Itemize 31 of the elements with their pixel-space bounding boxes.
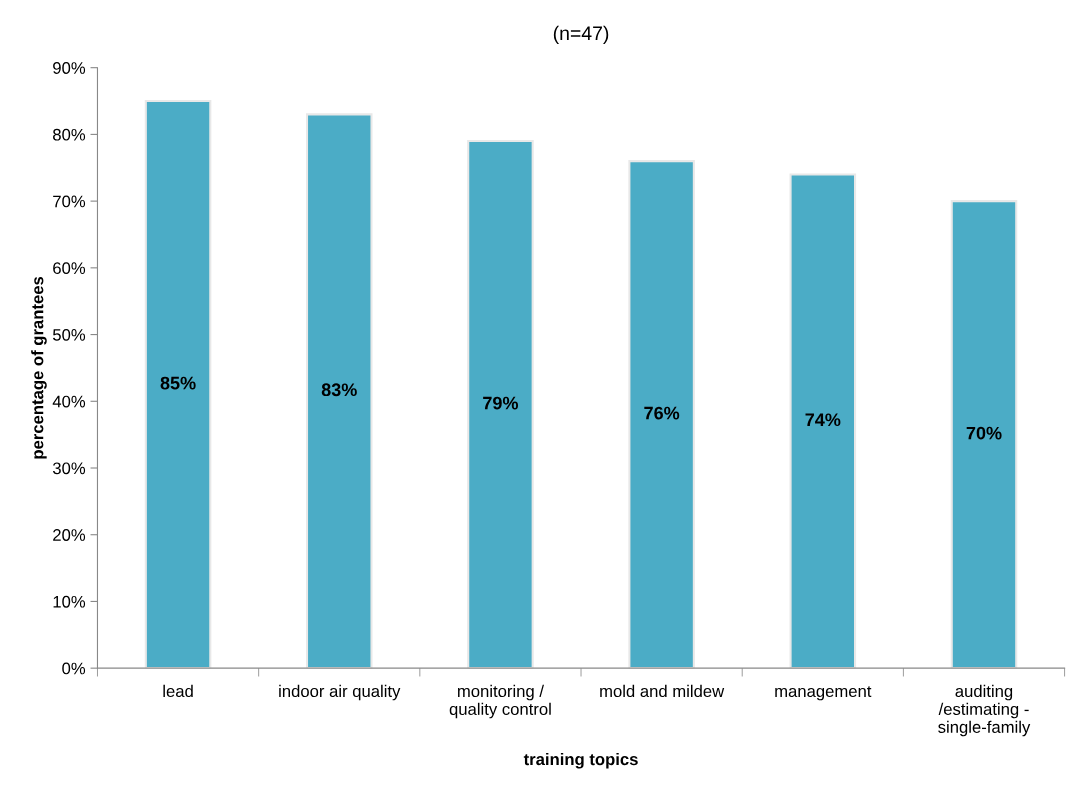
data-label: 76% [644, 406, 680, 420]
y-tick-label: 70% [53, 195, 86, 208]
x-axis-title: training topics [523, 752, 638, 769]
data-label: 70% [966, 426, 1002, 440]
y-tick-label: 0% [62, 662, 86, 675]
x-tick-label: auditing /estimating - single-family [938, 684, 1031, 737]
y-tick-label: 80% [53, 128, 86, 141]
y-tick-label: 50% [52, 328, 86, 341]
y-axis-title: percentage of grantees [31, 276, 47, 459]
x-tick-label: monitoring / quality control [449, 684, 551, 719]
bar [144, 100, 212, 669]
y-tick-label: 40% [52, 395, 86, 408]
bar [305, 113, 373, 669]
y-tick-label: 90% [53, 62, 86, 74]
chart-title: (n=47) [553, 25, 609, 44]
bar [628, 160, 695, 669]
y-tick-label: 60% [53, 262, 86, 275]
data-label: 74% [805, 413, 841, 427]
x-tick-label: mold and mildew [600, 684, 725, 698]
y-tick-label: 10% [53, 595, 86, 608]
x-tick-label: indoor air quality [279, 684, 401, 701]
data-label: 83% [321, 383, 357, 397]
bar [789, 173, 857, 669]
data-label: 79% [483, 396, 519, 410]
bar [950, 200, 1018, 669]
y-tick-label: 30% [52, 462, 86, 475]
x-tick-label: management [775, 686, 872, 701]
data-label: 85% [160, 376, 196, 390]
bar [467, 140, 534, 669]
x-tick-label: lead [163, 684, 193, 698]
y-tick-label: 20% [53, 529, 86, 541]
